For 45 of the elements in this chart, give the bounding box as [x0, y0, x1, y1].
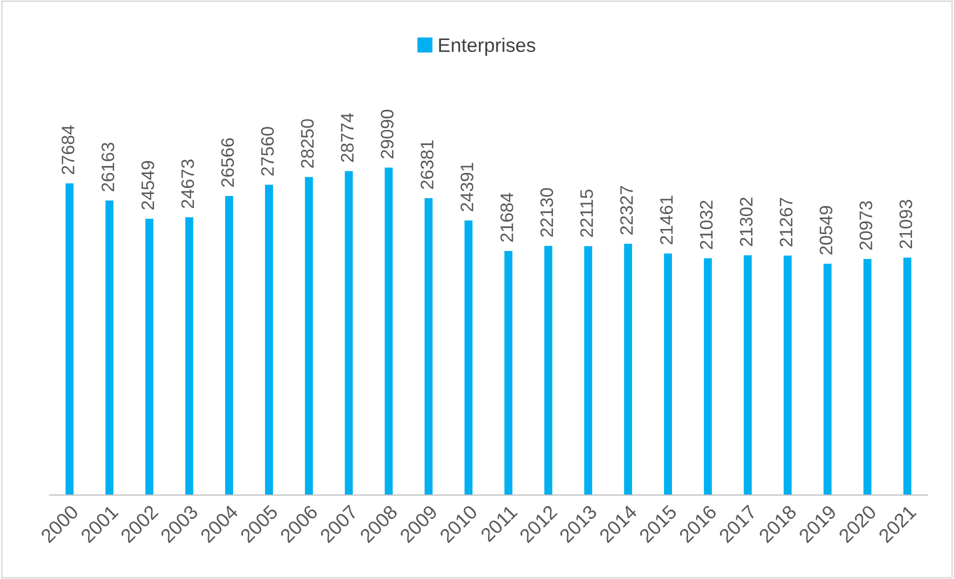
data-label: 27560	[261, 126, 274, 176]
data-label: 22115	[580, 190, 594, 237]
data-label: 26163	[102, 142, 114, 192]
data-label: 24391	[460, 162, 474, 212]
bar	[424, 198, 433, 496]
bar	[304, 177, 313, 496]
data-label: 21267	[780, 198, 793, 246]
bar	[344, 171, 353, 496]
bar	[744, 255, 752, 496]
bar	[66, 183, 74, 496]
data-label: 22327	[620, 186, 633, 234]
data-label: 28250	[300, 119, 314, 168]
bar	[784, 256, 792, 496]
data-label: 27684	[62, 125, 74, 174]
bar	[624, 244, 632, 496]
legend-label: Enterprises	[439, 38, 536, 56]
data-label: 29090	[380, 110, 394, 158]
data-label: 26566	[221, 138, 234, 187]
data-label: 21684	[500, 192, 514, 242]
data-label: 24549	[141, 161, 154, 210]
bar	[664, 253, 672, 496]
bar	[185, 217, 194, 496]
data-label: 21032	[700, 200, 713, 250]
bar	[584, 246, 592, 496]
data-label: 26381	[420, 140, 434, 189]
data-label: 20973	[860, 201, 872, 250]
bar	[145, 218, 154, 496]
bar	[464, 220, 472, 496]
data-label: 21093	[899, 200, 912, 248]
data-label: 21461	[660, 196, 673, 244]
bar	[265, 184, 274, 496]
data-label: 22130	[540, 188, 554, 237]
bar	[544, 246, 552, 496]
bar	[704, 258, 712, 496]
bar	[824, 264, 832, 496]
bar	[863, 258, 872, 496]
data-label: 28774	[340, 113, 354, 162]
data-label: 24673	[181, 160, 194, 208]
data-label: 21302	[740, 198, 753, 246]
bar	[504, 250, 512, 496]
bar	[225, 196, 234, 496]
data-label: 20549	[820, 206, 832, 254]
bar	[903, 258, 912, 496]
bar	[384, 168, 393, 496]
bar	[105, 200, 114, 496]
